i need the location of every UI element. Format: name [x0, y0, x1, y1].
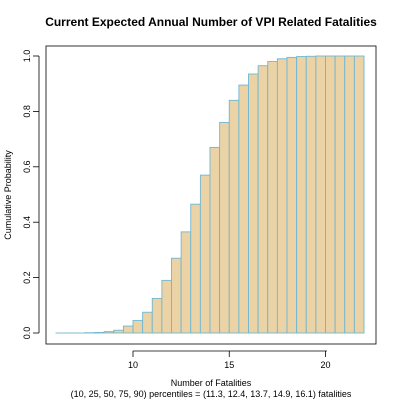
histogram-bar — [103, 331, 115, 334]
histogram-bar — [305, 55, 317, 334]
x-tick-label: 15 — [224, 360, 234, 370]
histogram-bar — [267, 61, 278, 334]
histogram-bar — [113, 329, 124, 334]
histogram-bar — [94, 332, 105, 334]
histogram-bar — [344, 55, 355, 334]
chart-title: Current Expected Annual Number of VPI Re… — [45, 15, 377, 29]
histogram-bar — [325, 55, 336, 334]
x-tick-label: 10 — [128, 360, 138, 370]
histogram-bar — [334, 55, 346, 334]
y-axis: 0.0 0.2 0.4 0.6 0.8 1.0 — [22, 50, 40, 340]
histogram-bar — [248, 73, 259, 334]
x-axis: 10 15 20 — [128, 350, 331, 370]
histogram-bar — [122, 325, 134, 334]
histogram-bars — [55, 55, 365, 334]
histogram-bar — [132, 320, 144, 334]
percentiles-caption: (10, 25, 50, 75, 90) percentiles = (11.3… — [71, 389, 352, 399]
plot-frame — [45, 45, 377, 345]
histogram-bar — [190, 203, 201, 334]
histogram-bar — [315, 55, 326, 334]
histogram-bar — [228, 99, 240, 334]
histogram-bar — [219, 122, 230, 334]
histogram-bar — [257, 65, 269, 334]
histogram-bar — [142, 311, 153, 334]
histogram-bar — [238, 84, 249, 334]
y-axis-label: Cumulative Probability — [3, 150, 13, 240]
histogram-bar — [286, 56, 298, 334]
histogram-bar — [161, 279, 172, 334]
y-tick-label: 0.0 — [22, 327, 32, 340]
histogram-bar — [353, 55, 365, 334]
histogram-bar — [151, 297, 163, 334]
histogram-bar — [199, 174, 211, 334]
histogram-bar — [276, 58, 288, 334]
y-tick-label: 0.2 — [22, 271, 32, 284]
x-axis-label: Number of Fatalities — [171, 378, 252, 388]
y-tick-label: 0.8 — [22, 105, 32, 118]
y-tick-label: 0.4 — [22, 216, 32, 229]
histogram-bar — [171, 257, 182, 334]
y-tick-label: 0.6 — [22, 161, 32, 174]
histogram-bar — [296, 56, 307, 334]
histogram-bar — [209, 146, 221, 334]
x-tick-label: 20 — [320, 360, 330, 370]
y-tick-label: 1.0 — [22, 50, 32, 63]
histogram-bar — [180, 231, 192, 334]
